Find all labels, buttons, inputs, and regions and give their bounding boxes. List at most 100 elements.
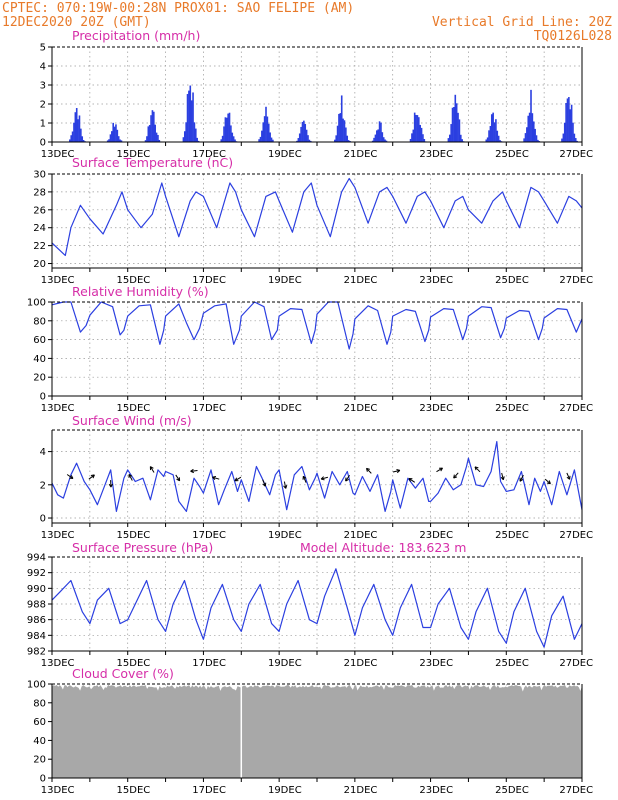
precip-bar	[109, 134, 112, 142]
precip-bar	[413, 112, 416, 142]
precip-bar	[412, 129, 415, 142]
precip-bar	[374, 134, 377, 142]
wind-line	[51, 441, 583, 512]
wind-arrow-shaft	[566, 472, 571, 480]
pressure-ytick-label: 984	[27, 631, 46, 642]
wind-arrow-shaft	[544, 478, 551, 485]
temp-ytick-label: 24	[33, 223, 46, 234]
precip-bar	[119, 139, 121, 142]
header-line1: CPTEC: 070:19W-00:28N PROX01: SAO FELIPE…	[2, 1, 354, 16]
wind-arrow	[234, 476, 242, 482]
rh-ytick-label: 20	[33, 373, 46, 384]
precip-bar	[385, 140, 388, 142]
precip-bar	[336, 125, 339, 142]
precip-xtick-label: 13DEC	[41, 149, 75, 160]
precip-bar	[572, 122, 574, 142]
precip-bar	[381, 132, 384, 142]
precip-bar	[373, 137, 375, 142]
precip-bar	[154, 124, 156, 142]
precip-bar	[189, 85, 192, 142]
wind-arrow	[345, 474, 351, 482]
wind-arrow-shaft	[436, 467, 443, 473]
precip-bar	[371, 140, 374, 142]
precip-bar	[220, 139, 223, 142]
wind-arrow-shaft	[175, 474, 181, 482]
rh-title: Relative Humidity (%)	[72, 284, 209, 299]
wind-title: Surface Wind (m/s)	[72, 413, 192, 428]
precip-bar	[574, 138, 577, 142]
cloud-xtick-label: 13DEC	[41, 785, 75, 796]
precip-bar	[265, 106, 267, 142]
precip-bar	[488, 130, 490, 142]
precip-bar	[346, 135, 349, 142]
precip-bar	[576, 140, 578, 142]
wind-arrow	[88, 474, 95, 480]
wind-arrow-head	[212, 475, 217, 478]
temp-title: Surface Temperature (nC)	[72, 155, 233, 170]
precip-bar	[70, 135, 73, 142]
cloud-xtick-label: 21DEC	[344, 785, 378, 796]
wind-arrow	[436, 467, 443, 473]
wind-xtick-label: 13DEC	[41, 530, 75, 541]
pressure-panel: 982 984 986 988 990 992 994 13DEC 15DEC 17DEC 19DE…	[27, 553, 593, 670]
precip-bar	[537, 139, 539, 142]
wind-arrow-head	[176, 478, 180, 482]
precip-bar	[151, 110, 154, 142]
precip-bar	[450, 124, 452, 142]
precip-bar	[188, 90, 190, 142]
rh-ytick-label: 0	[40, 392, 46, 403]
rh-ytick-label: 40	[33, 354, 46, 365]
precip-bar	[570, 104, 573, 142]
precip-bar	[232, 136, 235, 142]
precip-bar	[562, 133, 565, 142]
precip-bar	[339, 113, 342, 142]
precip-bar	[221, 135, 224, 142]
wind-arrow	[66, 474, 74, 479]
temp-xtick-label: 27DEC	[559, 275, 593, 286]
wind-xtick-label: 17DEC	[192, 530, 226, 541]
wind-arrow-shaft	[234, 476, 242, 482]
wind-arrow	[302, 475, 307, 483]
precip-bar	[415, 114, 417, 142]
precip-bar	[153, 111, 155, 142]
pressure-xtick-label: 25DEC	[495, 658, 529, 669]
precip-bar	[453, 107, 455, 142]
cloud-ytick-label: 80	[33, 698, 46, 709]
pressure-ytick-label: 994	[27, 553, 46, 564]
wind-arrow-head	[396, 469, 401, 474]
precip-bar	[296, 140, 298, 142]
precip-bar	[338, 113, 340, 142]
precip-bar	[495, 119, 497, 142]
precip-bar	[259, 136, 262, 142]
precip-bar	[532, 121, 535, 142]
precip-bar	[75, 108, 78, 142]
pressure-ytick-label: 986	[27, 615, 46, 626]
wind-arrow-head	[474, 466, 479, 469]
precip-bar	[266, 116, 269, 142]
precip-bar	[459, 134, 462, 142]
precip-bar	[345, 127, 347, 142]
precip-bar	[147, 126, 150, 142]
precip-bar	[150, 115, 152, 142]
precip-bar	[193, 122, 196, 142]
wind-arrow-head	[234, 477, 238, 482]
precip-bar	[263, 116, 266, 142]
precip-xtick-label: 17DEC	[192, 149, 226, 160]
precip-bar	[490, 114, 493, 142]
rh-xtick-label: 21DEC	[344, 403, 378, 414]
precip-bar	[300, 126, 302, 142]
wind-arrow-shaft	[149, 466, 155, 473]
precip-bar	[228, 112, 231, 142]
wind-arrow-shaft	[408, 478, 416, 483]
precip-bar	[454, 94, 457, 142]
precip-bar	[489, 125, 492, 142]
wind-arrow-head	[440, 467, 443, 472]
wind-arrow-shaft	[302, 476, 307, 483]
pressure-xtick-label: 13DEC	[41, 658, 75, 669]
precip-ytick-label: 3	[40, 81, 46, 92]
temp-xtick-label: 17DEC	[192, 275, 226, 286]
precip-ytick-label: 2	[40, 100, 46, 111]
precip-ytick-label: 0	[40, 138, 46, 149]
precip-bar	[420, 127, 423, 142]
precip-bar	[227, 113, 229, 142]
